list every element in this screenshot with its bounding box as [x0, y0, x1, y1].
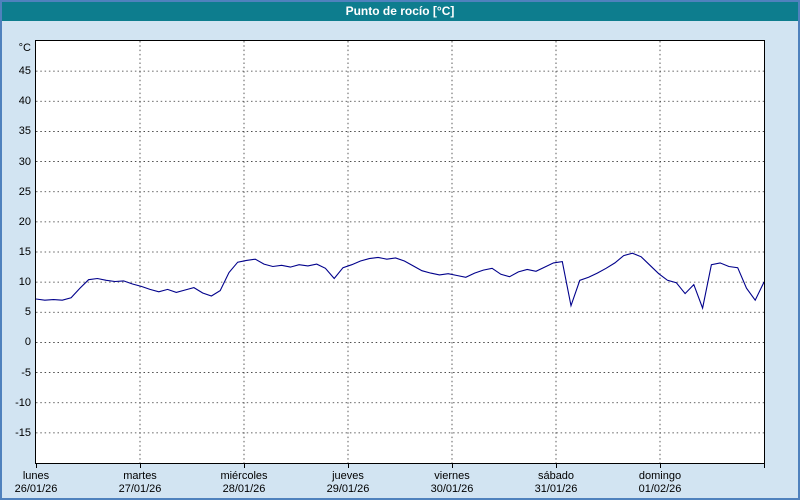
day-name-label: miércoles	[220, 470, 268, 482]
y-axis-label: -10	[15, 396, 31, 409]
day-date-label: 31/01/26	[534, 483, 578, 495]
x-axis-tick	[36, 464, 37, 468]
day-name-label: viernes	[434, 470, 470, 482]
y-axis-label: 0	[24, 336, 31, 349]
y-axis-label: -15	[15, 426, 31, 439]
x-axis-tick	[348, 464, 349, 468]
x-axis-tick	[140, 464, 141, 468]
y-axis-label: 10	[18, 276, 31, 289]
day-date-label: 30/01/26	[430, 483, 474, 495]
y-axis-label: 40	[18, 95, 31, 108]
chart-title: Punto de rocío [°C]	[345, 4, 455, 18]
day-name-label: martes	[123, 470, 157, 482]
y-axis-label: 35	[18, 125, 31, 138]
plot-area	[35, 40, 765, 464]
y-axis-label: -5	[21, 366, 31, 379]
day-date-label: 29/01/26	[326, 483, 370, 495]
x-axis-tick	[244, 464, 245, 468]
x-axis-tick	[452, 464, 453, 468]
plot-svg	[36, 41, 764, 463]
day-date-label: 28/01/26	[222, 483, 266, 495]
x-axis-tick	[764, 464, 765, 468]
y-axis-label: 15	[18, 246, 31, 258]
y-axis-label: 30	[18, 155, 31, 168]
day-date-label: 27/01/26	[118, 483, 162, 495]
day-name-label: lunes	[22, 470, 50, 482]
day-name-label: jueves	[332, 470, 364, 482]
day-name-label: sábado	[537, 470, 575, 482]
x-axis-tick	[660, 464, 661, 468]
y-axis-label: 45	[18, 65, 31, 78]
day-name-label: domingo	[638, 470, 682, 482]
dewpoint-line	[36, 252, 764, 311]
day-date-label: 01/02/26	[638, 483, 682, 495]
x-axis-tick	[556, 464, 557, 468]
day-date-label: 26/01/26	[14, 483, 58, 495]
y-axis-label: 20	[18, 215, 31, 228]
y-axis-unit-label: °C	[18, 42, 31, 54]
y-axis-label: 25	[18, 185, 31, 198]
y-axis-label: 5	[24, 306, 31, 319]
title-bar: Punto de rocío [°C]	[2, 2, 798, 21]
